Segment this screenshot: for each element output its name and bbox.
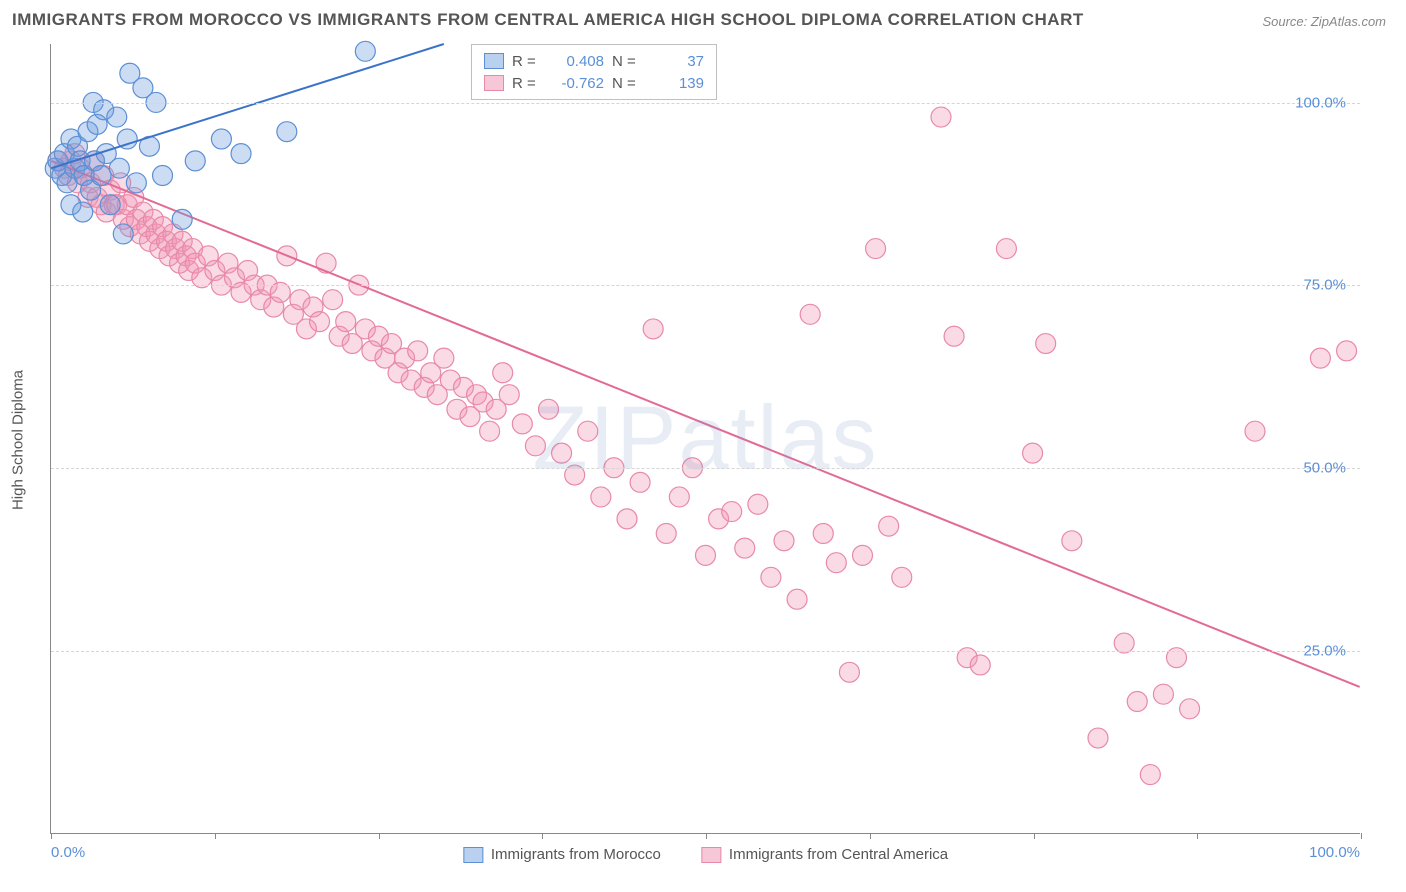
swatch-morocco <box>484 53 504 69</box>
legend-item-central-america: Immigrants from Central America <box>701 846 948 863</box>
n-value-central-america: 139 <box>648 75 704 92</box>
legend-label: Immigrants from Morocco <box>491 846 661 863</box>
x-min-label: 0.0% <box>51 844 85 861</box>
correlation-chart: IMMIGRANTS FROM MOROCCO VS IMMIGRANTS FR… <box>0 0 1406 892</box>
x-max-label: 100.0% <box>1309 844 1360 861</box>
source-label: Source: ZipAtlas.com <box>1262 14 1386 29</box>
n-label: N = <box>612 75 640 92</box>
series-legend: Immigrants from Morocco Immigrants from … <box>463 846 948 863</box>
r-value-central-america: -0.762 <box>548 75 604 92</box>
swatch-central-america <box>701 847 721 863</box>
y-axis-label: High School Diploma <box>10 370 27 510</box>
swatch-morocco <box>463 847 483 863</box>
stats-row-morocco: R = 0.408 N = 37 <box>484 50 704 72</box>
swatch-central-america <box>484 75 504 91</box>
n-value-morocco: 37 <box>648 53 704 70</box>
r-label: R = <box>512 53 540 70</box>
chart-title: IMMIGRANTS FROM MOROCCO VS IMMIGRANTS FR… <box>12 10 1084 30</box>
n-label: N = <box>612 53 640 70</box>
stats-legend: R = 0.408 N = 37 R = -0.762 N = 139 <box>471 44 717 100</box>
plot-svg <box>51 44 1360 833</box>
plot-area: R = 0.408 N = 37 R = -0.762 N = 139 ZIPa… <box>50 44 1360 834</box>
r-label: R = <box>512 75 540 92</box>
legend-item-morocco: Immigrants from Morocco <box>463 846 661 863</box>
r-value-morocco: 0.408 <box>548 53 604 70</box>
legend-label: Immigrants from Central America <box>729 846 948 863</box>
stats-row-central-america: R = -0.762 N = 139 <box>484 72 704 94</box>
